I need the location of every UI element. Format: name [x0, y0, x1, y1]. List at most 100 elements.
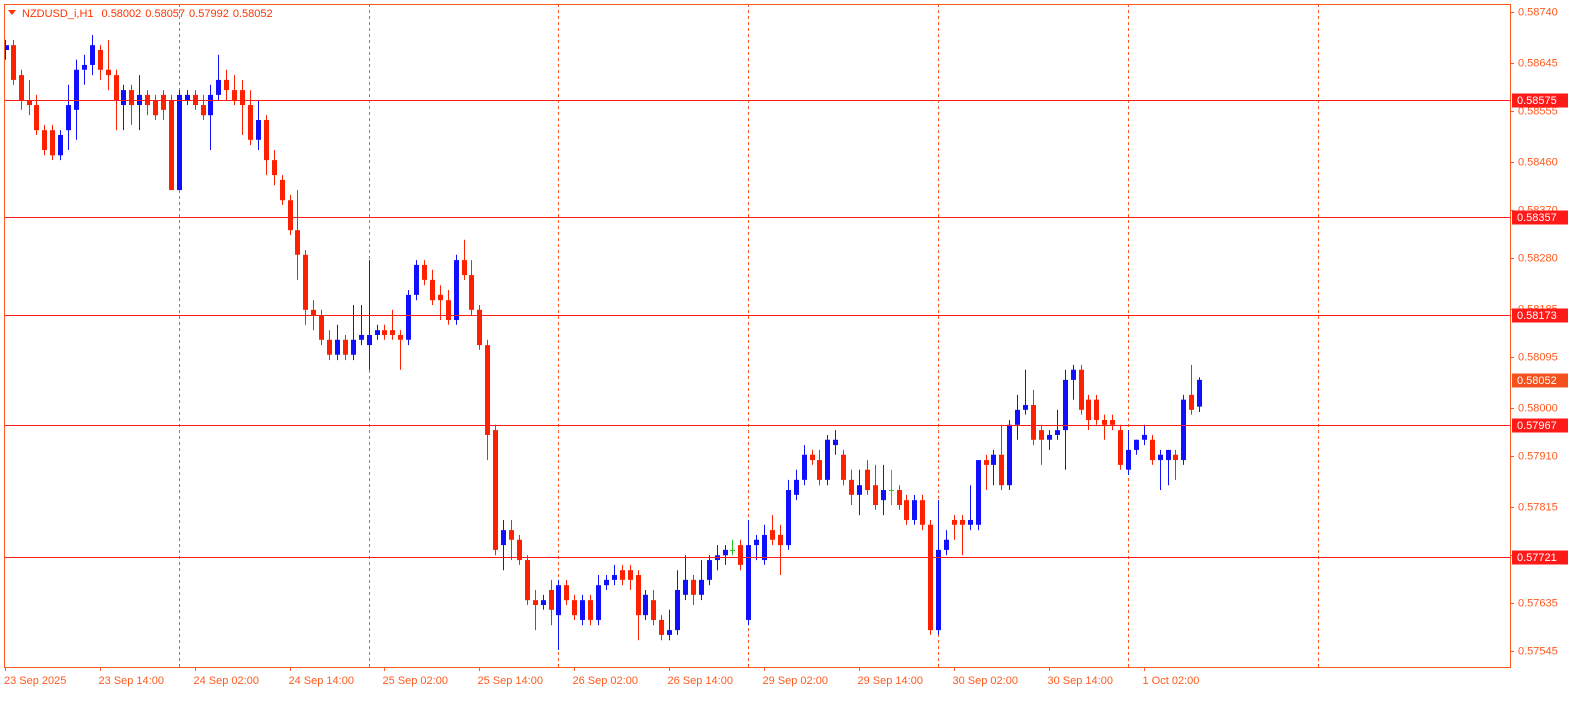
candle-body: [691, 579, 696, 595]
x-tick-label: 24 Sep 14:00: [289, 675, 354, 687]
candle-body: [786, 490, 791, 546]
candle-body: [873, 485, 878, 505]
candle-body: [1134, 439, 1139, 450]
candle-body: [335, 339, 340, 355]
candle-body: [968, 519, 973, 525]
x-tick-label: 1 Oct 02:00: [1143, 675, 1200, 687]
candle-body: [667, 630, 672, 635]
header-arrow[interactable]: [8, 10, 16, 15]
candle-body: [1173, 454, 1178, 461]
candle-body: [34, 105, 39, 131]
candle-body: [889, 490, 894, 492]
candle-body: [1142, 434, 1147, 440]
candle-body: [920, 500, 925, 525]
candle-body: [430, 279, 435, 301]
candle-body: [98, 49, 103, 70]
candle-body: [596, 585, 601, 620]
header-low: 0.57992: [189, 8, 229, 20]
candle-body: [264, 120, 269, 161]
candle-body: [849, 479, 854, 495]
x-tick-label: 29 Sep 02:00: [763, 675, 828, 687]
candle-body: [857, 485, 862, 495]
candle-body: [1015, 409, 1020, 425]
x-tick-label: 26 Sep 14:00: [668, 675, 733, 687]
candle-body: [707, 560, 712, 580]
candle-body: [50, 130, 55, 156]
x-tick-label: 23 Sep 14:00: [99, 675, 164, 687]
candle-body: [912, 500, 917, 520]
price-label: 0.58052: [1517, 375, 1557, 387]
candle-body: [1063, 379, 1068, 431]
candle-body: [1039, 430, 1044, 440]
candle-body: [462, 260, 467, 276]
x-tick-label: 30 Sep 14:00: [1048, 675, 1113, 687]
candle-body: [406, 294, 411, 340]
candle-body: [208, 94, 213, 116]
candle-body: [1055, 430, 1060, 435]
candle-body: [1158, 454, 1163, 461]
candle-body: [1118, 430, 1123, 465]
candle-body: [201, 105, 206, 116]
candle-body: [588, 600, 593, 620]
candle-body: [999, 454, 1004, 486]
candle-body: [1071, 369, 1076, 380]
candle-body: [66, 105, 71, 131]
candle-body: [723, 549, 728, 556]
candle-body: [802, 454, 807, 480]
candle-body: [770, 530, 775, 540]
candle-body: [881, 490, 886, 501]
level-label: 0.57721: [1517, 552, 1557, 564]
candle-body: [477, 309, 482, 346]
candle-body: [295, 230, 300, 255]
candle-body: [121, 90, 126, 106]
candle-body: [27, 100, 32, 106]
candle-body: [904, 500, 909, 520]
candle-body: [359, 334, 364, 340]
candle-body: [351, 339, 356, 355]
candle-body: [145, 94, 150, 106]
level-label: 0.58575: [1517, 95, 1557, 107]
candle-body: [1047, 434, 1052, 440]
header: NZDUSD_i,H1 0.58002 0.58057 0.57992 0.58052: [22, 8, 273, 20]
candle-body: [288, 200, 293, 231]
candle-body: [984, 460, 989, 465]
y-tick-label: 0.57635: [1518, 597, 1558, 609]
candle-body: [675, 590, 680, 631]
x-tick-label: 23 Sep 2025: [4, 675, 66, 687]
header-close: 0.58052: [233, 8, 273, 20]
candle-body: [1189, 394, 1194, 410]
candle-body: [129, 90, 134, 106]
candle-body: [137, 94, 142, 106]
candle-body: [272, 160, 277, 176]
candle-body: [42, 130, 47, 150]
candle-body: [1094, 399, 1099, 420]
candle-body: [367, 334, 372, 346]
candle-body: [525, 560, 530, 601]
candle-body: [216, 79, 221, 95]
candle-body: [1126, 449, 1131, 470]
level-label: 0.58357: [1517, 212, 1557, 224]
candle-body: [636, 575, 641, 616]
candle-body: [533, 600, 538, 605]
candle-body: [1023, 405, 1028, 410]
candle-body: [778, 534, 783, 546]
candle-body: [746, 545, 751, 620]
candle-body: [224, 79, 229, 91]
candle-body: [683, 579, 688, 595]
candle-body: [343, 339, 348, 355]
price-label-box: [1512, 373, 1568, 388]
candle-body: [976, 460, 981, 525]
candle-body: [699, 579, 704, 595]
candle-body: [817, 460, 822, 480]
candle-body: [865, 469, 870, 491]
candle-body: [897, 490, 902, 505]
y-tick-label: 0.58095: [1518, 351, 1558, 363]
x-tick-label: 29 Sep 14:00: [858, 675, 923, 687]
candle-body: [414, 264, 419, 295]
candle-body: [90, 45, 95, 65]
candle-body: [193, 94, 198, 106]
candle-body: [327, 339, 332, 355]
candle-body: [952, 519, 957, 525]
candle-body: [398, 334, 403, 340]
